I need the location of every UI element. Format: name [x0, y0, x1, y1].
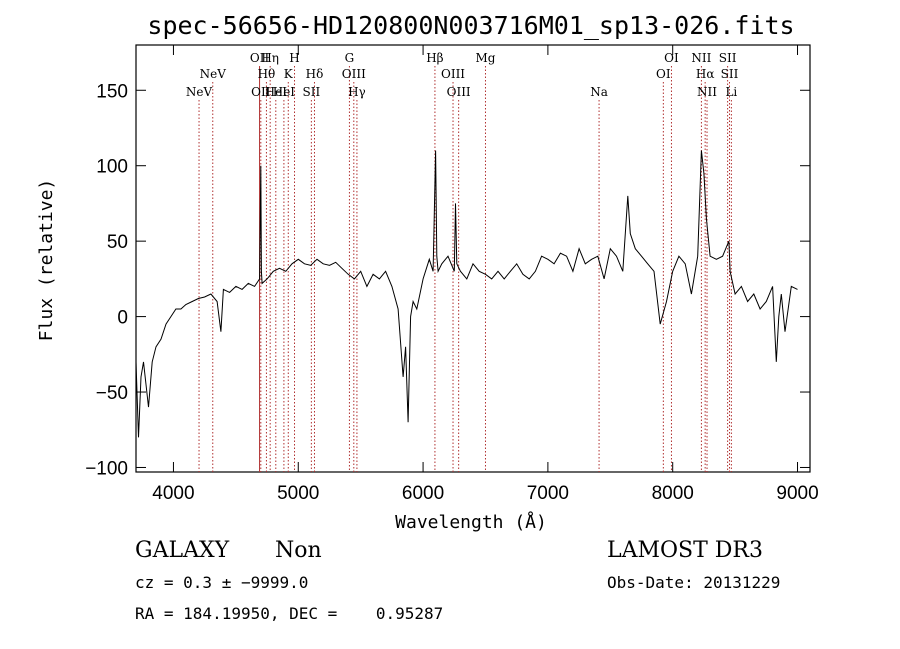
- line-marker-label: K: [284, 67, 294, 81]
- line-marker-label: Hα: [696, 67, 715, 81]
- line-marker-label: Hβ: [426, 51, 443, 65]
- line-markers: NeVNeVOIIOIIHηHθHeIHKHeIHδSIIGOIIIHγHβOI…: [186, 51, 739, 472]
- y-tick-label: 0: [117, 308, 128, 329]
- line-marker-label: SII: [721, 67, 739, 81]
- x-tick-label: 8000: [652, 483, 694, 504]
- line-marker-label: H: [289, 51, 299, 65]
- x-tick-label: 6000: [402, 483, 444, 504]
- line-marker-label: OIII: [441, 67, 465, 81]
- line-marker-label: HeI: [265, 85, 288, 99]
- line-marker-label: OIII: [342, 67, 366, 81]
- x-tick-label: 9000: [776, 483, 818, 504]
- line-marker-label: NII: [697, 85, 717, 99]
- line-marker-label: Hγ: [348, 85, 366, 99]
- spectrum-line: [135, 150, 798, 438]
- coordinates-readout: RA = 184.19950, DEC = 0.95287: [135, 604, 444, 623]
- line-marker-label: Hδ: [306, 67, 324, 81]
- y-tick-label: 150: [96, 81, 128, 102]
- x-tick-label: 4000: [152, 483, 194, 504]
- object-subclass: Non: [275, 538, 322, 563]
- line-marker-label: Na: [590, 85, 608, 99]
- x-tick-label: 5000: [277, 483, 319, 504]
- line-marker-label: HeI: [273, 85, 296, 99]
- redshift-readout: cz = 0.3 ± −9999.0: [135, 573, 309, 592]
- line-marker-label: Hη: [261, 51, 279, 65]
- line-marker-label: OII: [251, 85, 271, 99]
- line-marker-label: G: [345, 51, 355, 65]
- y-tick-label: 100: [96, 157, 128, 178]
- line-marker-label: NII: [691, 51, 711, 65]
- line-marker-label: NeV: [186, 85, 213, 99]
- plot-frame: [135, 44, 811, 473]
- line-marker-label: Hθ: [258, 67, 276, 81]
- object-class: GALAXY: [135, 538, 230, 563]
- line-marker-label: Mg: [475, 51, 495, 65]
- observation-date: Obs-Date: 20131229: [607, 573, 781, 592]
- line-marker-label: Li: [725, 85, 737, 99]
- x-tick-label: 7000: [527, 483, 569, 504]
- line-marker-label: SII: [303, 85, 321, 99]
- chart-title: spec-56656-HD120800N003716M01_sp13-026.f…: [147, 11, 794, 40]
- line-marker-label: OII: [250, 51, 270, 65]
- y-tick-label: −100: [85, 458, 128, 479]
- y-tick-label: −50: [96, 383, 128, 404]
- y-axis-label: Flux (relative): [36, 179, 57, 342]
- axis-ticks: 4000 5000 6000 7000 8000 9000 −100 −50 0 50 100 150: [85, 45, 819, 504]
- line-marker-label: OI: [656, 67, 671, 81]
- line-marker-label: SII: [719, 51, 737, 65]
- line-marker-label: OIII: [447, 85, 471, 99]
- line-marker-label: NeV: [200, 67, 227, 81]
- x-axis-label: Wavelength (Å): [395, 511, 547, 533]
- y-tick-label: 50: [107, 232, 128, 253]
- line-marker-label: OI: [664, 51, 679, 65]
- survey-name: LAMOST DR3: [607, 538, 763, 563]
